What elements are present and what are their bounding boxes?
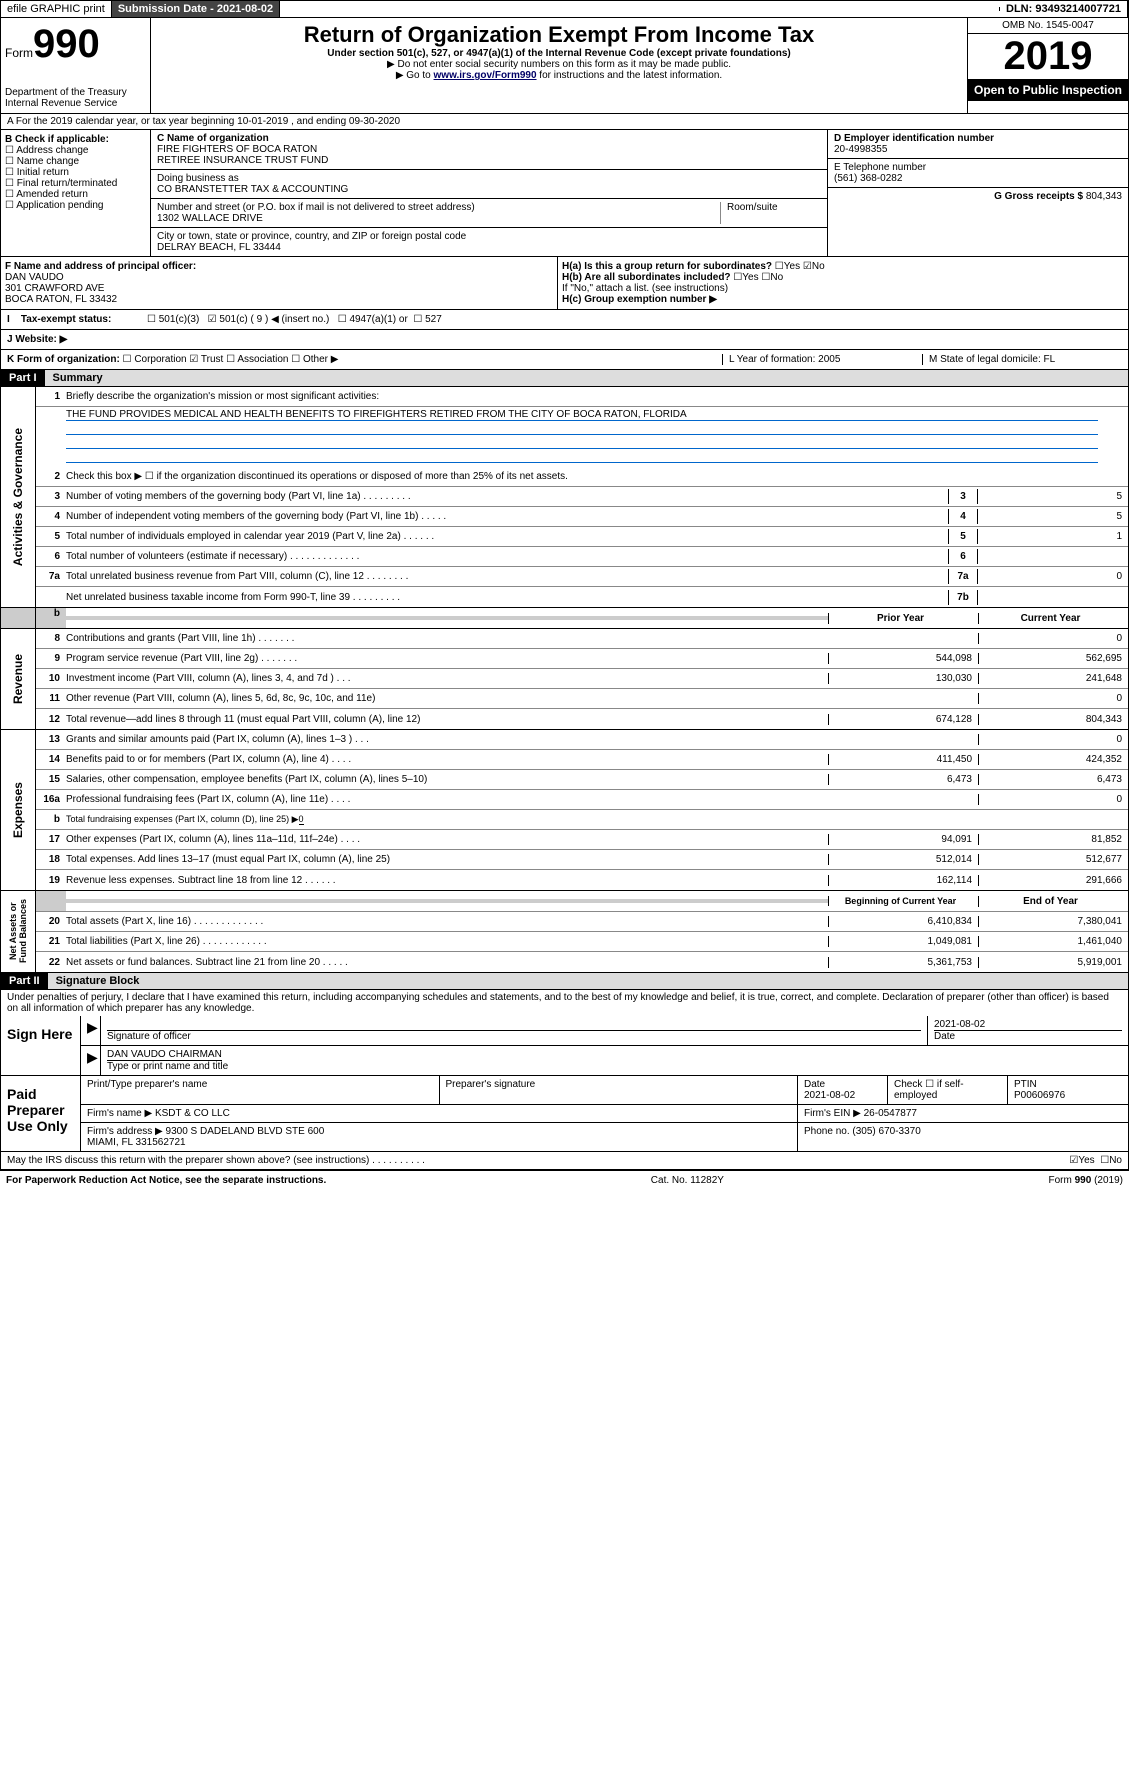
revenue-section: Revenue 8Contributions and grants (Part … (0, 629, 1129, 730)
section-b-g: B Check if applicable: ☐ Address change … (0, 130, 1129, 257)
phone-value: (561) 368-0282 (834, 173, 1122, 184)
room-label: Room/suite (721, 202, 821, 224)
box-d-g: D Employer identification number 20-4998… (828, 130, 1128, 256)
year-formation: L Year of formation: 2005 (722, 354, 922, 365)
expenses-section: Expenses 13Grants and similar amounts pa… (0, 730, 1129, 891)
box-b: B Check if applicable: ☐ Address change … (1, 130, 151, 256)
activities-governance: Activities & Governance 1Briefly describ… (0, 387, 1129, 608)
cat-number: Cat. No. 11282Y (651, 1175, 724, 1186)
vert-revenue: Revenue (9, 646, 27, 712)
pra-notice: For Paperwork Reduction Act Notice, see … (6, 1175, 326, 1186)
row-a-period: A For the 2019 calendar year, or tax yea… (0, 114, 1129, 130)
paid-preparer-block: Paid Preparer Use Only Print/Type prepar… (0, 1076, 1129, 1152)
dept-label: Department of the Treasury Internal Reve… (5, 87, 146, 109)
form-header: Form990 Department of the Treasury Inter… (0, 18, 1129, 114)
box-c: C Name of organization FIRE FIGHTERS OF … (151, 130, 828, 256)
part-ii-header: Part II Signature Block (0, 973, 1129, 990)
city-value: DELRAY BEACH, FL 33444 (157, 242, 821, 253)
section-f-h: F Name and address of principal officer:… (0, 257, 1129, 310)
dba-label: Doing business as (157, 173, 821, 184)
open-public: Open to Public Inspection (968, 79, 1128, 101)
gross-label: G Gross receipts $ (994, 191, 1083, 202)
form-title: Return of Organization Exempt From Incom… (155, 22, 963, 48)
addr-label: Number and street (or P.O. box if mail i… (157, 202, 720, 213)
firm-ein: 26-0547877 (864, 1108, 917, 1119)
org-name-label: C Name of organization (157, 133, 821, 144)
row-k-l-m: K Form of organization: ☐ Corporation ☑ … (0, 350, 1129, 370)
dln: DLN: 93493214007721 (1000, 1, 1128, 17)
submission-date: Submission Date - 2021-08-02 (112, 1, 280, 17)
form-ref: Form 990 (2019) (1049, 1175, 1123, 1186)
box-h: H(a) Is this a group return for subordin… (558, 257, 1128, 309)
dba-value: CO BRANSTETTER TAX & ACCOUNTING (157, 184, 821, 195)
mission-text: THE FUND PROVIDES MEDICAL AND HEALTH BEN… (66, 409, 1098, 421)
box-f: F Name and address of principal officer:… (1, 257, 558, 309)
note-ssn: ▶ Do not enter social security numbers o… (155, 59, 963, 70)
city-label: City or town, state or province, country… (157, 231, 821, 242)
irs-link[interactable]: www.irs.gov/Form990 (434, 70, 537, 81)
under-section: Under section 501(c), 527, or 4947(a)(1)… (155, 48, 963, 59)
row-j-website: J Website: ▶ (0, 330, 1129, 350)
vert-expenses: Expenses (9, 774, 27, 846)
firm-name: KSDT & CO LLC (155, 1108, 230, 1119)
net-assets-header: Net Assets or Fund Balances Beginning of… (0, 891, 1129, 973)
vert-governance: Activities & Governance (9, 420, 27, 574)
ein-value: 20-4998355 (834, 144, 1122, 155)
ein-label: D Employer identification number (834, 133, 1122, 144)
addr-value: 1302 WALLACE DRIVE (157, 213, 720, 224)
perjury-text: Under penalties of perjury, I declare th… (0, 990, 1129, 1016)
efile-label: efile GRAPHIC print (1, 1, 112, 17)
sign-here-block: Sign Here ▶ Signature of officer 2021-08… (0, 1016, 1129, 1076)
gross-value: 804,343 (1086, 191, 1122, 202)
top-bar: efile GRAPHIC print Submission Date - 20… (0, 0, 1129, 18)
org-name: FIRE FIGHTERS OF BOCA RATON RETIREE INSU… (157, 144, 821, 166)
footer: For Paperwork Reduction Act Notice, see … (0, 1170, 1129, 1190)
phone-label: E Telephone number (834, 162, 1122, 173)
prior-current-header: bPrior YearCurrent Year (0, 608, 1129, 629)
officer-name: DAN VAUDO CHAIRMAN (107, 1049, 222, 1061)
discuss-row: May the IRS discuss this return with the… (0, 1152, 1129, 1170)
part-i-header: Part I Summary (0, 370, 1129, 387)
omb-number: OMB No. 1545-0047 (968, 18, 1128, 34)
tax-year: 2019 (968, 34, 1128, 79)
form-number: Form990 (5, 22, 146, 67)
note-goto: ▶ Go to www.irs.gov/Form990 for instruct… (155, 70, 963, 81)
vert-net-assets: Net Assets or Fund Balances (6, 891, 30, 971)
state-domicile: M State of legal domicile: FL (922, 354, 1122, 365)
row-i-tax-status: I Tax-exempt status: ☐ 501(c)(3) ☑ 501(c… (0, 310, 1129, 330)
ptin-value: P00606976 (1014, 1090, 1065, 1101)
firm-phone: (305) 670-3370 (852, 1126, 920, 1137)
